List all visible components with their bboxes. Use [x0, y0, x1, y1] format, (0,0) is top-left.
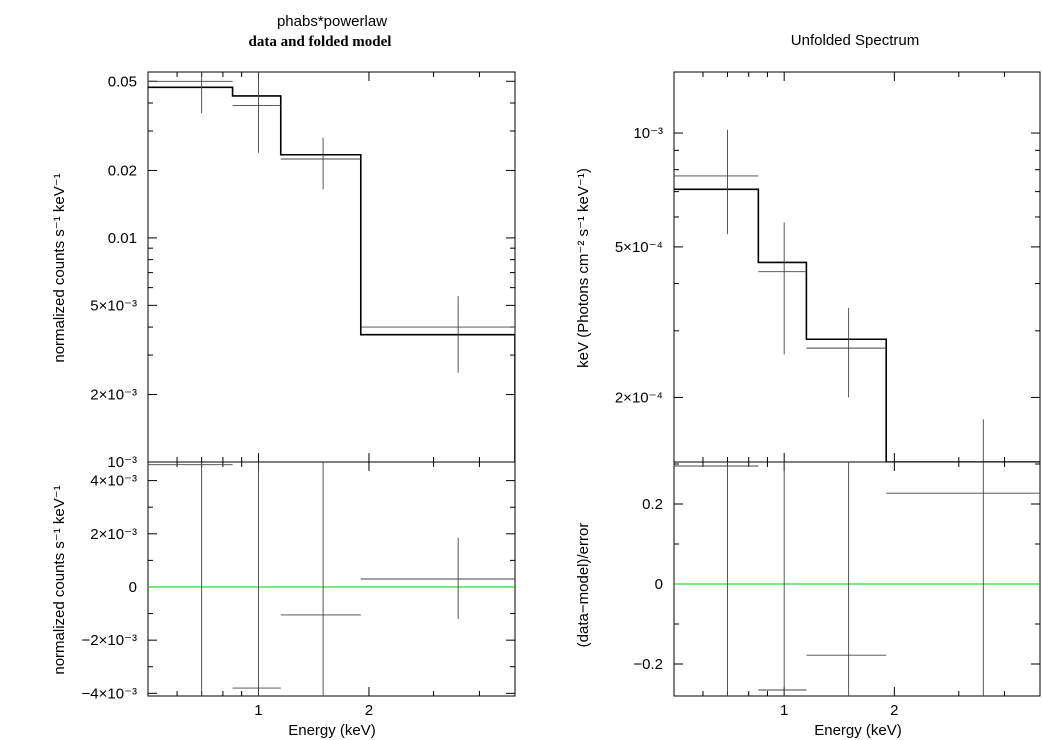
left-bottom-data-point: [360, 537, 515, 619]
left-bottom-ytick-label: 4×10⁻³: [90, 473, 137, 490]
left-bottom-ytick-label: 2×10⁻³: [90, 526, 137, 543]
right-bottom-data-point: [886, 462, 1040, 696]
left-title: phabs*powerlaw: [277, 13, 387, 30]
right-bottom-frame: [673, 461, 1041, 697]
left-top-ytick-label: 0.02: [108, 162, 137, 179]
right-top-data-point: [886, 419, 1040, 462]
right-bottom-data-point: [758, 462, 807, 696]
right-top-frame: [673, 71, 1041, 463]
left-bottom-plot-area: [148, 462, 515, 696]
left-top-data-point: [148, 72, 233, 114]
left-top-panel: 0.05 0.02 0.01 5×10⁻³ 2×10⁻³ 10⁻³: [90, 71, 516, 471]
left-xlabel: Energy (keV): [288, 722, 376, 739]
left-subtitle: data and folded model: [249, 34, 392, 50]
right-top-ylabel: keV (Photons cm⁻² s⁻¹ keV⁻¹): [575, 168, 592, 368]
right-top-ytick-label: 2×10⁻⁴: [615, 389, 663, 406]
left-top-ytick-label: 2×10⁻³: [90, 387, 137, 404]
right-bottom-plot-area: [674, 462, 1040, 696]
left-top-frame: [147, 71, 516, 463]
right-bottom-data-point: [806, 462, 887, 696]
left-top-model-line: [148, 86, 515, 462]
right-bottom-xtick-label: 1: [780, 702, 788, 719]
left-bottom-xtick-label: 2: [365, 702, 373, 719]
left-top-ytick-label: 0.05: [108, 73, 137, 90]
left-bottom-ytick-label: −2×10⁻³: [82, 632, 137, 649]
right-bottom-xtick-label: 2: [890, 702, 898, 719]
left-top-data-point: [280, 137, 361, 190]
right-bottom-ytick-label: −0.2: [633, 656, 663, 673]
left-bottom-data-point: [232, 462, 281, 696]
left-bottom-panel: 1 2 4×10⁻³ 2×10⁻³ 0 −2×10⁻³ −4×10⁻³: [82, 461, 516, 719]
left-bottom-ylabel: normalized counts s⁻¹ keV⁻¹: [51, 485, 68, 674]
right-top-data-point: [806, 307, 887, 398]
right-top-data-point: [674, 129, 759, 235]
right-xlabel: Energy (keV): [814, 722, 902, 739]
left-bottom-data-point: [148, 462, 233, 696]
right-top-plot-area: [674, 129, 1040, 462]
left-bottom-ytick-label: −4×10⁻³: [82, 685, 137, 702]
right-top-model-line: [674, 188, 1040, 462]
right-top-panel: 10⁻³ 5×10⁻⁴ 2×10⁻⁴: [615, 71, 1041, 463]
right-bottom-ytick-label: 0.2: [642, 496, 663, 513]
right-bottom-data-point: [674, 462, 759, 696]
right-top-data-point: [758, 222, 807, 355]
right-top-ytick-label: 10⁻³: [633, 125, 663, 142]
left-top-data-point: [232, 72, 281, 153]
right-bottom-panel: 1 2 0.2 0 −0.2: [633, 461, 1041, 719]
left-bottom-xtick-label: 1: [254, 702, 262, 719]
left-top-ytick-label: 10⁻³: [107, 454, 137, 471]
left-top-ytick-label: 5×10⁻³: [90, 297, 137, 314]
left-top-ylabel: normalized counts s⁻¹ keV⁻¹: [51, 173, 68, 362]
left-top-ytick-label: 0.01: [108, 230, 137, 247]
right-top-ytick-label: 5×10⁻⁴: [615, 239, 663, 256]
left-top-plot-area: [148, 72, 515, 462]
left-bottom-data-point: [280, 462, 361, 696]
right-bottom-ylabel: (data−model)/error: [575, 523, 592, 648]
right-bottom-ytick-label: 0: [655, 576, 663, 593]
right-title: Unfolded Spectrum: [791, 32, 919, 49]
left-top-data-point: [360, 296, 515, 373]
left-bottom-ytick-label: 0: [129, 579, 137, 596]
